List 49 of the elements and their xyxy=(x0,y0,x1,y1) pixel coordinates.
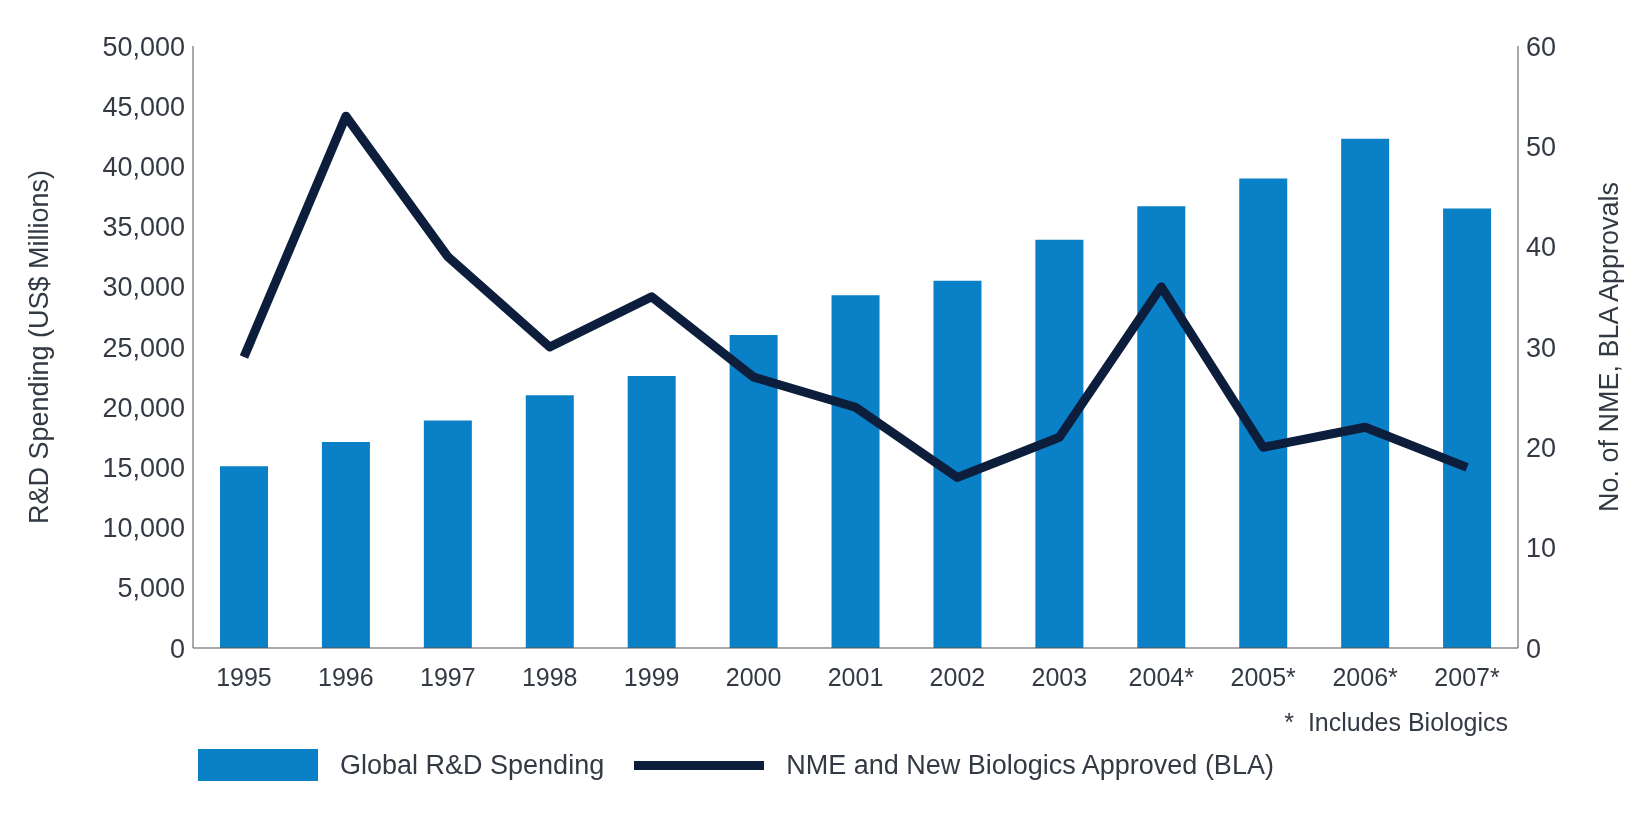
y2-tick-label: 30 xyxy=(1526,332,1557,363)
y2-tick-label: 20 xyxy=(1526,432,1557,463)
bar xyxy=(1239,178,1288,648)
bar xyxy=(729,334,778,648)
y-tick-label: 45,000 xyxy=(102,91,185,122)
bar xyxy=(1443,208,1492,648)
bar xyxy=(1137,206,1186,648)
bar xyxy=(831,295,880,648)
x-tick-label: 1998 xyxy=(521,662,578,691)
y2-tick-label: 40 xyxy=(1526,232,1557,263)
y-tick-label: 50,000 xyxy=(102,31,185,62)
bar xyxy=(627,375,676,648)
x-tick-label: 2005* xyxy=(1230,662,1297,691)
x-tick-label: 1999 xyxy=(623,662,680,691)
x-tick-label: 2002 xyxy=(929,662,986,691)
y2-tick-label: 10 xyxy=(1526,533,1557,564)
y-tick-label: 0 xyxy=(169,633,185,664)
y-tick-label: 25,000 xyxy=(102,332,185,363)
bar xyxy=(1035,239,1084,648)
x-tick-label: 2004* xyxy=(1128,662,1195,691)
y-tick-label: 15,000 xyxy=(102,452,185,483)
y2-tick-label: 50 xyxy=(1526,131,1557,162)
x-tick-label: 1996 xyxy=(318,662,374,691)
y2-tick-label: 0 xyxy=(1526,633,1542,664)
bar xyxy=(933,280,982,648)
y-tick-label: 35,000 xyxy=(102,212,185,243)
y2-axis-title: No. of NME, BLA Approvals xyxy=(1593,181,1624,513)
y-tick-label: 20,000 xyxy=(102,392,185,423)
x-tick-label: 2001 xyxy=(827,662,884,691)
y-tick-label: 5,000 xyxy=(117,573,185,604)
x-tick-label: 2007* xyxy=(1434,662,1500,691)
bar xyxy=(220,466,268,648)
y2-tick-label: 60 xyxy=(1526,31,1557,62)
bar xyxy=(321,442,370,648)
x-tick-label: 2000 xyxy=(725,662,782,691)
y-tick-label: 30,000 xyxy=(102,272,185,303)
x-tick-label: 1995 xyxy=(216,662,272,691)
bar xyxy=(525,395,574,648)
y-tick-label: 10,000 xyxy=(102,513,185,544)
x-tick-label: 2006* xyxy=(1332,662,1399,691)
y-tick-label: 40,000 xyxy=(102,151,185,182)
x-tick-label: 1997 xyxy=(420,662,476,691)
x-tick-label: 2003 xyxy=(1031,662,1088,691)
text: * Includes Biologics xyxy=(1283,708,1509,737)
y-axis-title: R&D Spending (US$ Millions) xyxy=(23,169,54,525)
legend-label: Global R&D Spending xyxy=(340,749,605,781)
bar xyxy=(1341,138,1390,648)
legend-label: NME and New Biologics Approved (BLA) xyxy=(786,749,1274,781)
bar xyxy=(423,420,472,648)
